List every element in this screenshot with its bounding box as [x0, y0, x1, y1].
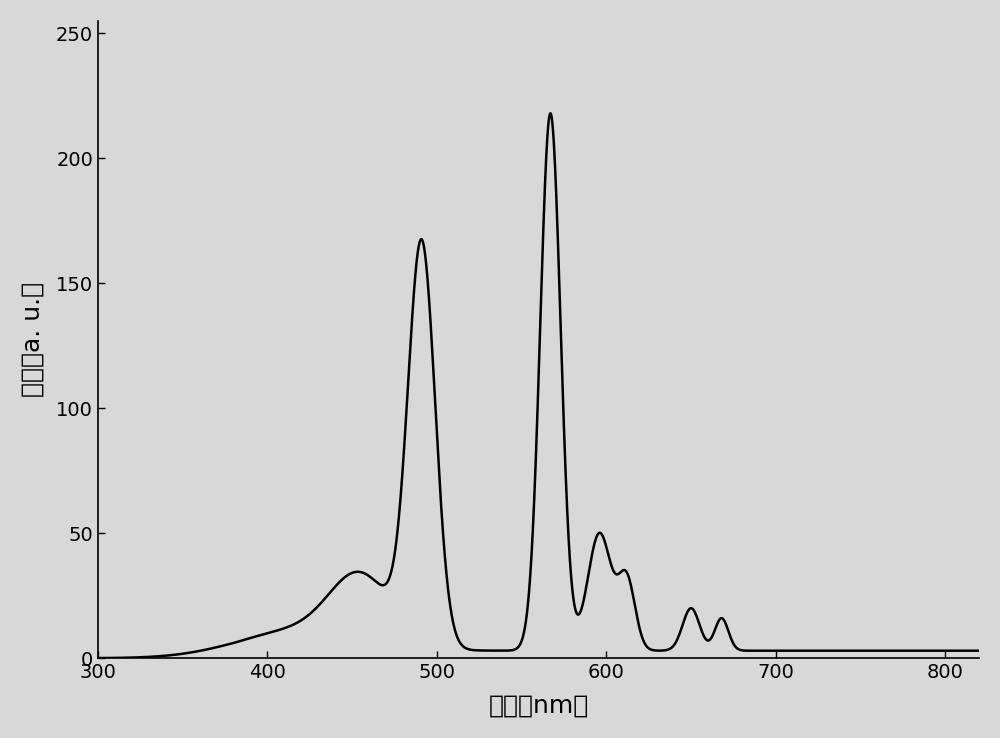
Y-axis label: 强度（a. u.）: 强度（a. u.） [21, 282, 45, 397]
X-axis label: 波长（nm）: 波长（nm） [488, 693, 589, 717]
